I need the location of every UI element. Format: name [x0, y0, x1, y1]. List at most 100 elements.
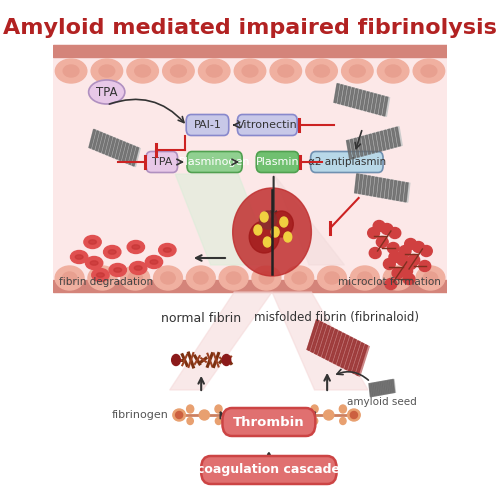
Ellipse shape — [419, 260, 430, 271]
Bar — [384, 381, 386, 394]
Bar — [346, 87, 350, 106]
Ellipse shape — [95, 272, 110, 284]
Bar — [318, 325, 330, 356]
Bar — [392, 181, 396, 200]
Bar — [362, 136, 367, 155]
Bar — [378, 382, 380, 395]
Ellipse shape — [358, 272, 372, 284]
Bar — [366, 135, 370, 154]
Bar — [389, 180, 393, 199]
FancyBboxPatch shape — [201, 456, 336, 484]
Bar — [390, 380, 393, 393]
Bar — [382, 381, 384, 394]
Bar — [346, 126, 402, 159]
Ellipse shape — [401, 265, 412, 276]
Ellipse shape — [86, 256, 103, 269]
Ellipse shape — [285, 266, 314, 290]
Ellipse shape — [404, 258, 416, 269]
Ellipse shape — [127, 241, 144, 253]
Bar — [358, 175, 362, 194]
Bar — [371, 383, 374, 396]
Bar — [400, 182, 404, 201]
Ellipse shape — [420, 246, 432, 256]
Ellipse shape — [311, 405, 318, 413]
Bar — [53, 280, 447, 292]
Bar — [53, 45, 447, 290]
Ellipse shape — [270, 211, 293, 237]
Ellipse shape — [249, 221, 279, 253]
Bar — [119, 142, 126, 161]
Ellipse shape — [99, 65, 114, 77]
Text: coagulation cascade: coagulation cascade — [198, 463, 340, 477]
Bar — [370, 177, 374, 196]
Ellipse shape — [348, 409, 360, 421]
Ellipse shape — [260, 211, 277, 229]
Ellipse shape — [135, 65, 150, 77]
Bar — [364, 92, 369, 111]
Bar — [372, 94, 376, 113]
Ellipse shape — [161, 272, 175, 284]
Text: misfolded fibrin (fibrinaloid): misfolded fibrin (fibrinaloid) — [254, 311, 419, 324]
Ellipse shape — [421, 65, 437, 77]
Ellipse shape — [340, 418, 346, 425]
Bar — [337, 335, 348, 366]
Bar — [380, 382, 382, 395]
Ellipse shape — [342, 59, 373, 83]
Ellipse shape — [114, 268, 122, 272]
Text: Amyloid mediated impaired fibrinolysis: Amyloid mediated impaired fibrinolysis — [3, 18, 497, 38]
Text: TPA: TPA — [152, 157, 172, 167]
Bar — [380, 131, 386, 150]
Bar — [372, 383, 375, 396]
Ellipse shape — [412, 242, 424, 252]
Bar — [396, 182, 400, 200]
Ellipse shape — [278, 65, 293, 77]
Ellipse shape — [370, 248, 381, 258]
Bar — [348, 341, 360, 372]
Bar — [356, 90, 362, 109]
Bar — [374, 177, 378, 196]
Ellipse shape — [385, 278, 397, 290]
Bar — [112, 139, 118, 158]
Bar — [334, 333, 345, 364]
FancyBboxPatch shape — [146, 151, 178, 173]
Ellipse shape — [306, 59, 338, 83]
FancyBboxPatch shape — [186, 115, 228, 135]
Text: microclot formation: microclot formation — [338, 277, 440, 287]
Ellipse shape — [416, 266, 445, 290]
Ellipse shape — [84, 236, 101, 248]
Ellipse shape — [91, 59, 122, 83]
Bar — [356, 345, 368, 375]
Ellipse shape — [70, 250, 88, 263]
Bar — [352, 343, 364, 373]
Ellipse shape — [386, 65, 401, 77]
Ellipse shape — [88, 240, 96, 244]
FancyBboxPatch shape — [187, 151, 242, 173]
Bar — [89, 129, 140, 167]
Ellipse shape — [172, 355, 180, 366]
Text: amyloid seed: amyloid seed — [348, 397, 417, 407]
Ellipse shape — [373, 221, 385, 232]
Ellipse shape — [397, 254, 408, 265]
Ellipse shape — [392, 267, 404, 278]
Bar — [392, 379, 394, 392]
Ellipse shape — [254, 225, 262, 235]
Bar — [353, 89, 358, 108]
FancyBboxPatch shape — [310, 151, 383, 173]
Ellipse shape — [384, 258, 395, 269]
Ellipse shape — [75, 255, 83, 259]
Ellipse shape — [108, 250, 116, 254]
Ellipse shape — [215, 405, 222, 413]
Ellipse shape — [284, 232, 292, 242]
Ellipse shape — [121, 266, 150, 290]
Bar — [53, 45, 447, 57]
Bar — [374, 382, 377, 396]
FancyBboxPatch shape — [222, 408, 316, 436]
Ellipse shape — [63, 65, 79, 77]
Ellipse shape — [381, 224, 393, 235]
Ellipse shape — [234, 59, 266, 83]
Text: Plasmin: Plasmin — [256, 157, 300, 167]
Bar — [102, 135, 109, 154]
Text: PAI-1: PAI-1 — [194, 120, 222, 130]
Text: fibrinogen: fibrinogen — [112, 410, 168, 420]
Ellipse shape — [264, 237, 272, 247]
